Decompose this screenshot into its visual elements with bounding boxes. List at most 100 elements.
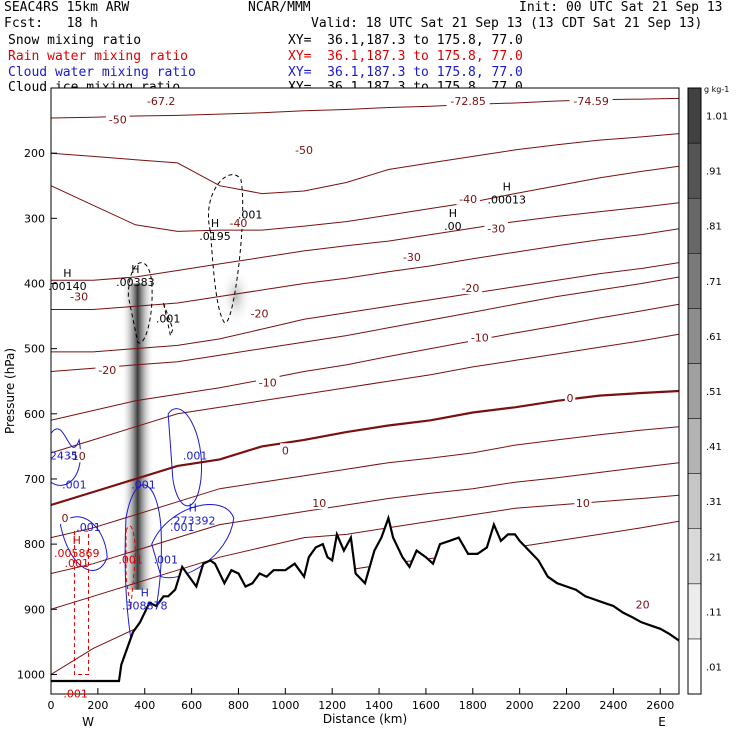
isotherm-label-bg (247, 306, 272, 320)
forecast-hour: Fcst: 18 h (4, 16, 98, 31)
colorbar-label: .51 (706, 387, 722, 398)
contour-label: .001 (62, 479, 87, 492)
isotherm-line (51, 462, 679, 574)
isotherm-label: 10 (576, 497, 590, 510)
isotherm-label: -72.85 (450, 95, 485, 108)
colorbar-cell (687, 253, 702, 309)
contour-label: .001 (76, 521, 101, 534)
x-end-label-west: W (82, 715, 94, 729)
high-marker: H (211, 217, 219, 230)
x-tick-label: 1000 (271, 699, 299, 712)
colorbar-frame (687, 87, 702, 695)
x-tick-label: 200 (87, 699, 108, 712)
isotherm-label: -20 (461, 282, 479, 295)
y-tick-label: 1000 (17, 668, 45, 681)
y-tick-label: 500 (24, 343, 45, 356)
cloud-water-contour (167, 408, 203, 507)
isotherm-label-bg (456, 191, 480, 205)
isotherm-label-bg (256, 375, 280, 389)
x-tick-label: 1400 (365, 699, 393, 712)
field-rain-xy: XY= 36.1,187.3 to 175.8, 77.0 (288, 49, 523, 64)
valid-time: Valid: 18 UTC Sat 21 Sep 13 (13 CDT Sat … (311, 16, 703, 31)
x-tick-label: 600 (181, 699, 202, 712)
isotherm-label-bg (106, 112, 130, 126)
field-snow-xy: XY= 36.1,187.3 to 175.8, 77.0 (288, 33, 523, 48)
high-value: .00140 (48, 280, 87, 293)
colorbar-cell (687, 87, 702, 144)
colorbar-label: .41 (706, 442, 722, 453)
x-tick-label: 0 (48, 699, 55, 712)
contour-label: .001 (65, 557, 90, 570)
isotherm-label: -10 (259, 377, 277, 390)
x-tick-label: 1600 (412, 699, 440, 712)
cloud-ice-contour (127, 262, 153, 344)
high-value: .00 (444, 220, 462, 233)
x-tick-label: 1200 (318, 699, 346, 712)
high-marker: H (131, 263, 139, 276)
field-cloud-water-xy: XY= 36.1,187.3 to 175.8, 77.0 (288, 65, 523, 80)
colorbar-label: .11 (706, 607, 722, 618)
isotherm-label: -40 (459, 193, 477, 206)
contour-label: .001 (118, 554, 143, 567)
colorbar-unit: g kg-1 (704, 85, 729, 94)
x-end-label-east: E (658, 715, 666, 729)
rain-water-contour (73, 530, 89, 675)
terrain-line (51, 514, 679, 683)
isotherm-line (51, 228, 679, 310)
colorbar-cell (687, 418, 702, 474)
high-value: .273392 (170, 515, 216, 528)
y-tick-label: 900 (24, 603, 45, 616)
y-tick-label: 400 (24, 277, 45, 290)
isotherm-label: -74.59 (573, 95, 608, 108)
high-marker: H (449, 207, 457, 220)
high-value: .005869 (54, 547, 100, 560)
high-marker: H (189, 502, 197, 515)
colorbar-label: .21 (706, 552, 722, 563)
colorbar-cell (687, 197, 702, 254)
x-tick-label: 2600 (646, 699, 674, 712)
isotherm-label-bg (95, 363, 119, 377)
y-axis-label: Pressure (hPa) (3, 348, 17, 434)
colorbar-cell (687, 583, 702, 640)
y-tick-label: 200 (24, 147, 45, 160)
model-title: SEAC4RS 15km ARW (4, 0, 130, 15)
cloud-water-contour (51, 428, 81, 486)
field-cloud-water-name: Cloud water mixing ratio (8, 65, 196, 80)
isotherm-label-bg (280, 443, 291, 457)
isotherm-label: -50 (109, 113, 127, 126)
isotherm-label: -10 (68, 450, 86, 463)
isotherm-label-bg (67, 289, 91, 303)
isotherm-label: 10 (312, 497, 326, 510)
high-marker: H (63, 267, 71, 280)
isotherm-line (51, 426, 679, 539)
isotherm-line (51, 276, 679, 372)
cloud-water-contour (59, 516, 108, 571)
isotherm-label: -50 (295, 144, 313, 157)
y-tick-label: 800 (24, 538, 45, 551)
x-tick-label: 2400 (599, 699, 627, 712)
isotherm-label: -30 (70, 291, 88, 304)
isotherm-label-bg (142, 94, 180, 108)
y-tick-label: 700 (24, 473, 45, 486)
isotherm-label-bg (468, 330, 492, 344)
isotherm-label: -67.2 (147, 95, 175, 108)
colorbar-label: .81 (706, 222, 722, 233)
isotherm-label: -30 (403, 251, 421, 264)
snow-mixing-shade (121, 283, 155, 590)
isotherm-label-bg (446, 94, 490, 108)
colorbar-label: .61 (706, 332, 722, 343)
x-axis-label: Distance (km) (323, 712, 407, 726)
isotherm-label-bg (226, 215, 251, 229)
contour-label: .001 (170, 521, 195, 534)
y-tick-label: 300 (24, 212, 45, 225)
isotherm-label: -30 (487, 223, 505, 236)
isotherm-line (51, 262, 679, 353)
isotherm-label: -20 (251, 307, 269, 320)
isotherm-line (51, 133, 679, 195)
isotherm-label-bg (458, 281, 483, 295)
isotherm-label: 0 (282, 444, 289, 457)
isotherm-label: -40 (229, 217, 247, 230)
isotherm-label-bg (292, 142, 316, 156)
isotherm-line (51, 303, 679, 421)
